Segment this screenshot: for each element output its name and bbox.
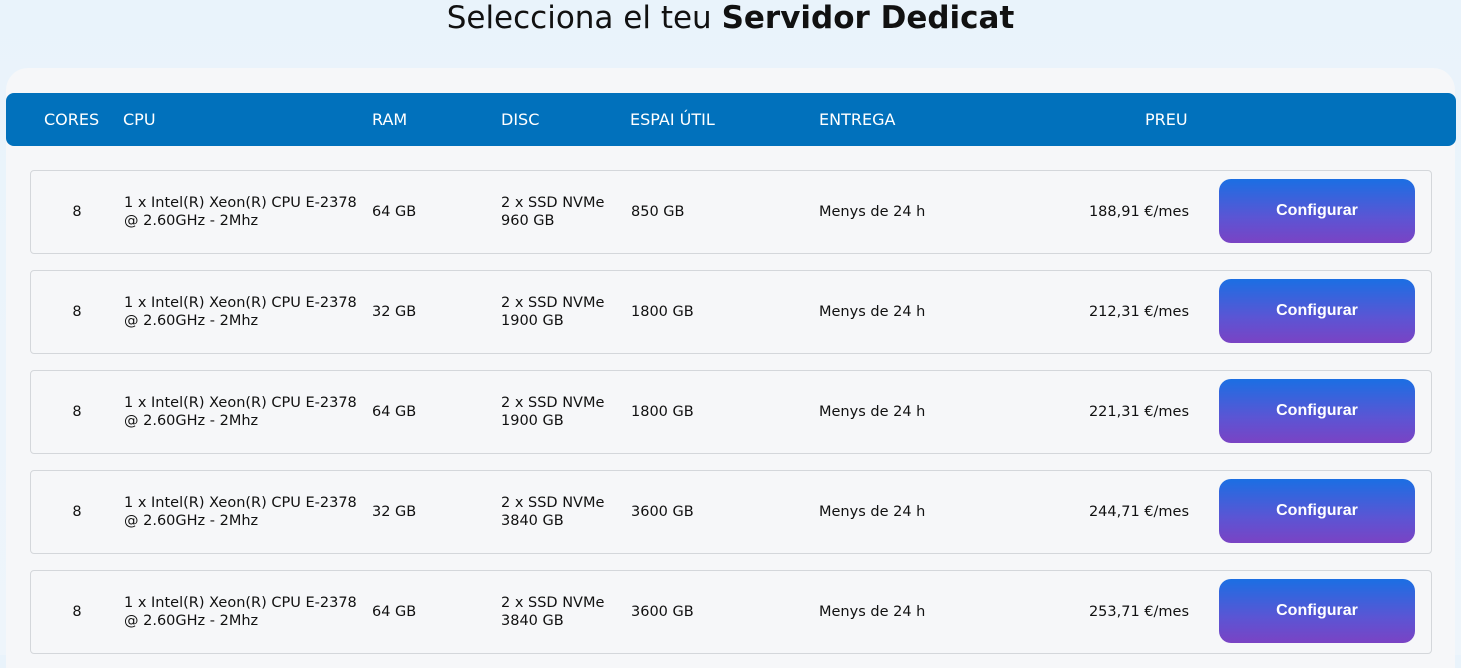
header-ram: RAM [372, 110, 408, 129]
delivery-cell: Menys de 24 h [819, 404, 926, 420]
cpu-cell: 1 x Intel(R) Xeon(R) CPU E-2378 @ 2.60GH… [124, 395, 357, 429]
delivery-cell: Menys de 24 h [819, 504, 926, 520]
table-header: CORES CPU RAM DISC ESPAI ÚTIL ENTREGA PR… [6, 93, 1456, 146]
configure-button[interactable]: Configurar [1219, 179, 1415, 243]
cpu-cell: 1 x Intel(R) Xeon(R) CPU E-2378 @ 2.60GH… [124, 495, 357, 529]
page-title-emphasis: Servidor Dedicat [721, 0, 1015, 36]
ram-cell: 64 GB [372, 204, 417, 220]
ram-cell: 64 GB [372, 404, 417, 420]
cpu-cell: 1 x Intel(R) Xeon(R) CPU E-2378 @ 2.60GH… [124, 295, 357, 329]
price-cell: 212,31 €/mes [1088, 304, 1189, 320]
space-cell: 3600 GB [631, 504, 694, 520]
disc-cell: 2 x SSD NVMe 1900 GB [501, 295, 605, 329]
disc-cell: 2 x SSD NVMe 3840 GB [501, 595, 605, 629]
space-cell: 1800 GB [631, 404, 694, 420]
space-cell: 1800 GB [631, 304, 694, 320]
header-cpu: CPU [123, 110, 156, 129]
delivery-cell: Menys de 24 h [819, 204, 926, 220]
page-title-prefix: Selecciona el teu [446, 0, 712, 36]
cpu-cell: 1 x Intel(R) Xeon(R) CPU E-2378 @ 2.60GH… [124, 195, 357, 229]
space-cell: 3600 GB [631, 604, 694, 620]
page-title: Selecciona el teu Servidor Dedicat [0, 0, 1461, 36]
server-list-panel [6, 68, 1455, 668]
ram-cell: 32 GB [372, 504, 417, 520]
header-disc: DISC [501, 110, 540, 129]
table-row: 8 1 x Intel(R) Xeon(R) CPU E-2378 @ 2.60… [30, 370, 1432, 454]
ram-cell: 32 GB [372, 304, 417, 320]
table-row: 8 1 x Intel(R) Xeon(R) CPU E-2378 @ 2.60… [30, 570, 1432, 654]
header-delivery: ENTREGA [819, 110, 896, 129]
configure-button[interactable]: Configurar [1219, 479, 1415, 543]
disc-cell: 2 x SSD NVMe 1900 GB [501, 395, 605, 429]
configure-button[interactable]: Configurar [1219, 579, 1415, 643]
ram-cell: 64 GB [372, 604, 417, 620]
cores-cell: 8 [72, 304, 82, 320]
cores-cell: 8 [72, 204, 82, 220]
price-cell: 188,91 €/mes [1088, 204, 1189, 220]
cpu-cell: 1 x Intel(R) Xeon(R) CPU E-2378 @ 2.60GH… [124, 595, 357, 629]
delivery-cell: Menys de 24 h [819, 604, 926, 620]
configure-button[interactable]: Configurar [1219, 279, 1415, 343]
header-cores: CORES [44, 110, 100, 129]
cores-cell: 8 [72, 504, 82, 520]
price-cell: 221,31 €/mes [1088, 404, 1189, 420]
configure-button[interactable]: Configurar [1219, 379, 1415, 443]
delivery-cell: Menys de 24 h [819, 304, 926, 320]
table-row: 8 1 x Intel(R) Xeon(R) CPU E-2378 @ 2.60… [30, 470, 1432, 554]
disc-cell: 2 x SSD NVMe 960 GB [501, 195, 605, 229]
price-cell: 253,71 €/mes [1088, 604, 1189, 620]
cores-cell: 8 [72, 404, 82, 420]
price-cell: 244,71 €/mes [1088, 504, 1189, 520]
table-row: 8 1 x Intel(R) Xeon(R) CPU E-2378 @ 2.60… [30, 170, 1432, 254]
cores-cell: 8 [72, 604, 82, 620]
space-cell: 850 GB [631, 204, 685, 220]
disc-cell: 2 x SSD NVMe 3840 GB [501, 495, 605, 529]
header-price: PREU [1145, 110, 1188, 129]
header-space: ESPAI ÚTIL [630, 110, 715, 129]
table-row: 8 1 x Intel(R) Xeon(R) CPU E-2378 @ 2.60… [30, 270, 1432, 354]
